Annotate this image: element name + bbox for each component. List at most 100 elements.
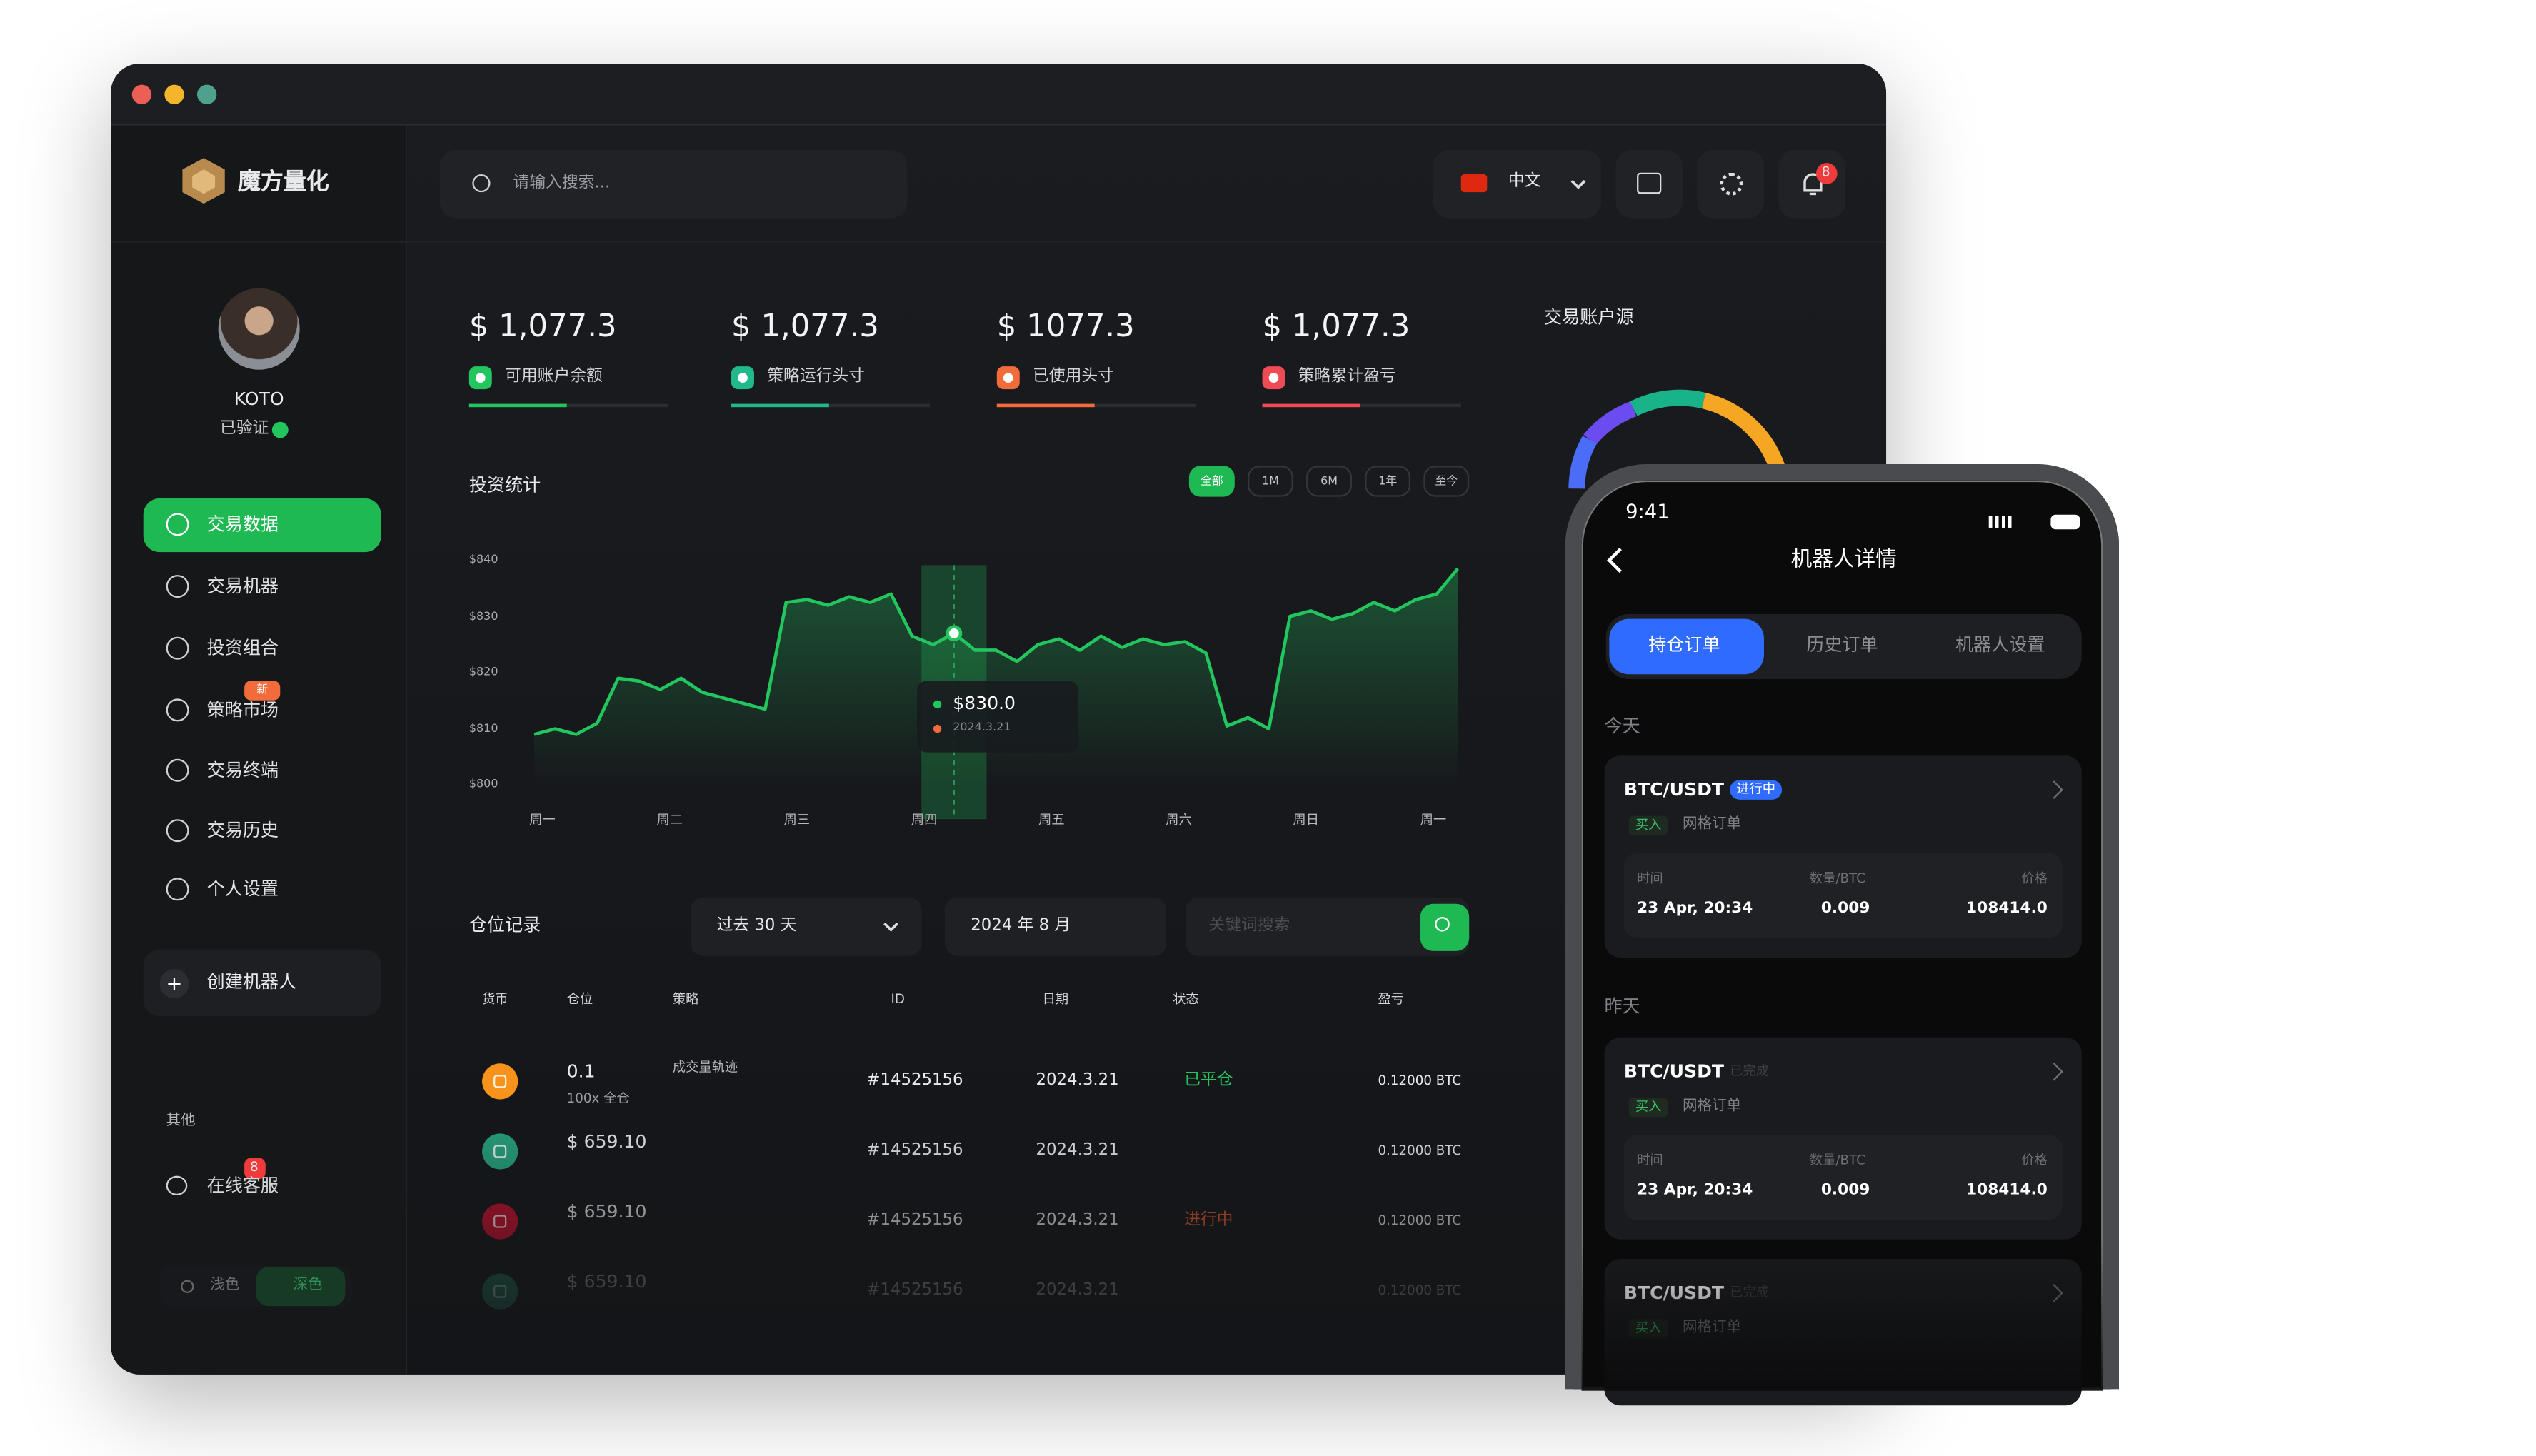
column-header[interactable]: 货币 (482, 991, 508, 1007)
other-title: 其他 (166, 1113, 196, 1130)
stat-icon-dot (1003, 373, 1013, 383)
create-plus: + (159, 969, 189, 999)
period-select[interactable] (691, 897, 922, 956)
stat-value: $ 1077.3 (996, 308, 1135, 345)
zoom-dot[interactable] (196, 84, 217, 104)
x-tick-label: 周三 (783, 813, 811, 828)
tooltip (917, 681, 1078, 753)
column-header[interactable]: 日期 (1042, 991, 1069, 1007)
position-status: 已平仓 (1184, 1071, 1233, 1090)
theme-light[interactable]: 浅色 (210, 1277, 240, 1295)
tooltip-dot (933, 700, 942, 709)
language-chevron (1570, 179, 1586, 189)
stat-label: 策略运行头寸 (767, 368, 866, 386)
user-name: KOTO (234, 388, 284, 410)
stat-icon-dot (738, 373, 748, 383)
sun-icon (181, 1280, 194, 1293)
avatar[interactable] (218, 288, 300, 370)
theme-dark-pill[interactable] (256, 1267, 346, 1307)
nav-item[interactable]: 交易数据 (206, 513, 279, 536)
create-robot[interactable]: 创建机器人 (206, 971, 297, 993)
settings-icon (1720, 172, 1743, 196)
phone-bottom-fade (1581, 1237, 2103, 1391)
range-button[interactable] (1306, 466, 1352, 497)
y-tick-label: $800 (468, 778, 498, 791)
nav-item[interactable]: 交易终端 (206, 759, 279, 781)
x-tick-label: 周日 (1293, 813, 1320, 828)
tooltip-date: 2024.3.21 (953, 721, 1011, 734)
position-date: 2024.3.21 (1036, 1071, 1119, 1090)
stat-value: $ 1,077.3 (1262, 308, 1410, 345)
sidebar-divider (111, 241, 408, 243)
search-icon (472, 174, 491, 193)
search-placeholder[interactable]: 请输入搜索... (513, 174, 611, 193)
support-link[interactable]: 在线客服 (206, 1175, 279, 1197)
donut-segment (1630, 389, 1706, 416)
theme-dark[interactable]: 深色 (293, 1277, 323, 1295)
nav-item[interactable]: 交易机器 (206, 576, 279, 597)
column-header[interactable]: 盈亏 (1378, 991, 1404, 1007)
x-tick-label: 周五 (1038, 813, 1065, 828)
stat-track (1262, 403, 1461, 408)
minimize-dot[interactable] (164, 84, 184, 104)
period-label[interactable]: 过去 30 天 (716, 917, 797, 935)
nav-icon (166, 758, 189, 782)
month-select[interactable] (944, 897, 1166, 956)
range-button[interactable] (1248, 466, 1293, 497)
position-strategy: 成交量轨迹 (672, 1060, 738, 1075)
stat-progress (1262, 403, 1360, 408)
donut-segment (1568, 436, 1598, 489)
month-label[interactable]: 2024 年 8 月 (971, 917, 1071, 935)
nav-item[interactable]: 策略市场 (206, 699, 279, 721)
range-button[interactable] (1188, 466, 1235, 497)
donut-segment (1583, 401, 1637, 446)
notification-badge-bg (1815, 163, 1838, 184)
x-tick-label: 周六 (1166, 813, 1192, 828)
range-label[interactable]: 1年 (1378, 473, 1398, 487)
y-tick-label: $830 (468, 608, 498, 623)
column-header[interactable]: ID (891, 991, 906, 1007)
logo-inner (192, 169, 216, 194)
position-id: #14525156 (866, 1071, 963, 1090)
column-header[interactable]: 策略 (672, 991, 699, 1007)
tooltip-value: $830.0 (953, 693, 1016, 715)
search-button-icon (1435, 917, 1450, 932)
notification-button[interactable] (1778, 149, 1846, 219)
range-button[interactable] (1365, 466, 1411, 497)
stat-track (731, 403, 931, 408)
back-arrow[interactable] (1604, 546, 1627, 575)
user-status: 已验证 (219, 420, 269, 438)
y-tick-label: $810 (468, 721, 498, 735)
range-label[interactable]: 全部 (1200, 473, 1223, 487)
nav-item[interactable]: 交易历史 (206, 820, 279, 841)
title-bar (111, 63, 1887, 126)
nav-icon (166, 819, 189, 843)
column-header[interactable]: 仓位 (566, 991, 593, 1007)
nav-item[interactable]: 个人设置 (206, 878, 279, 900)
search-box[interactable] (439, 149, 908, 219)
range-label[interactable]: 6M (1320, 473, 1338, 487)
range-label[interactable]: 1M (1261, 473, 1279, 487)
tooltip-dot (933, 724, 942, 733)
support-badge: 8 (249, 1159, 259, 1175)
brand-logo (182, 158, 225, 204)
nav-item[interactable]: 投资组合 (206, 637, 279, 659)
stat-track (468, 403, 668, 408)
notification-count: 8 (1821, 164, 1830, 179)
range-button[interactable] (1423, 466, 1470, 497)
y-tick-label: $840 (468, 553, 498, 566)
keyword-placeholder[interactable]: 关键词搜索 (1208, 917, 1290, 935)
support-icon (166, 1175, 188, 1196)
column-header[interactable]: 状态 (1173, 991, 1199, 1007)
phone-tab-active[interactable] (1609, 618, 1764, 675)
wallet-button[interactable] (1615, 149, 1683, 219)
close-dot[interactable] (131, 84, 152, 104)
coin-icon (482, 1063, 518, 1100)
nav-icon (166, 878, 189, 901)
range-label[interactable]: 至今 (1435, 473, 1458, 487)
nav-icon (166, 698, 189, 722)
chart-title: 投资统计 (468, 474, 541, 496)
new-badge-bg (244, 681, 281, 701)
